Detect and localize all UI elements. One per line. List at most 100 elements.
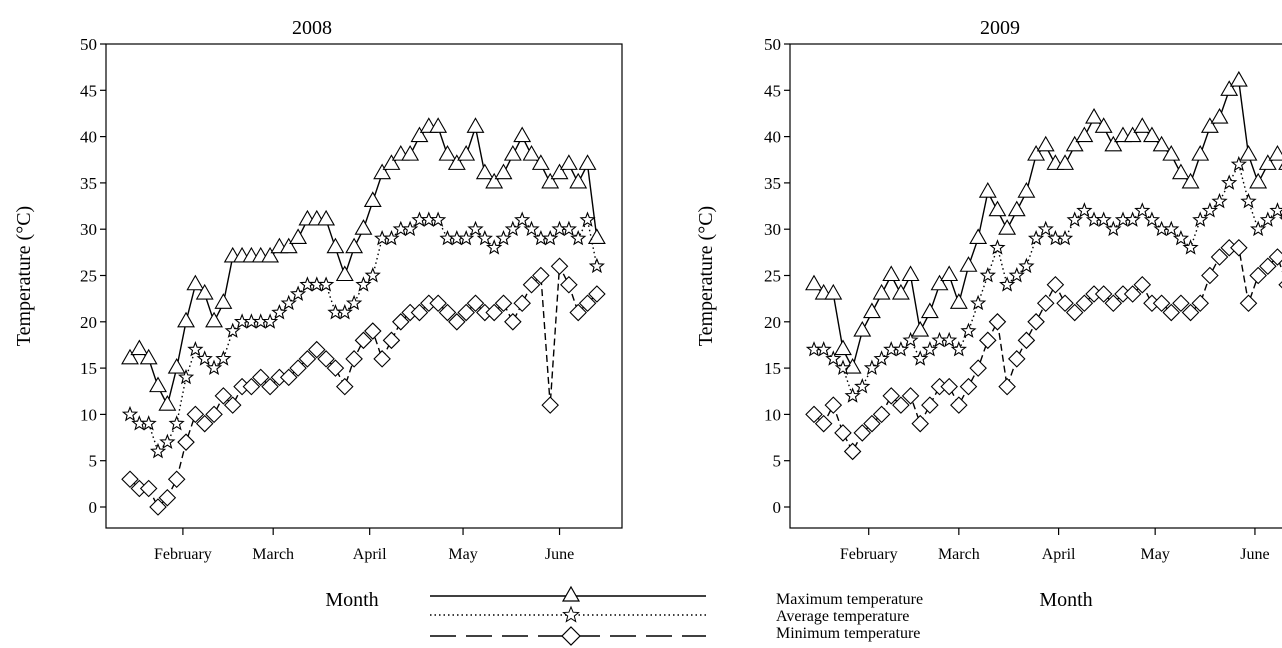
data-point-star — [1201, 202, 1218, 218]
data-point-triangle — [882, 265, 901, 282]
data-point-diamond — [1036, 294, 1055, 313]
data-point-triangle — [1181, 172, 1200, 189]
data-point-triangle — [485, 172, 504, 189]
data-point-triangle — [1220, 80, 1239, 96]
y-tick-label: 5 — [773, 452, 782, 471]
x-ticks: February March April May June — [840, 528, 1270, 563]
data-point-star — [999, 276, 1016, 292]
data-point-triangle — [1210, 107, 1229, 124]
data-point-triangle — [447, 154, 466, 170]
data-point-triangle — [940, 265, 959, 282]
data-point-star — [912, 350, 929, 366]
data-point-triangle — [158, 395, 177, 411]
data-point-star — [1182, 239, 1199, 255]
data-point-triangle — [167, 357, 186, 374]
data-point-diamond — [373, 350, 391, 368]
data-point-diamond — [1162, 303, 1181, 322]
plot-frame — [105, 43, 623, 529]
y-tick-label: 10 — [764, 405, 781, 424]
data-point-triangle — [1007, 200, 1026, 217]
data-point-triangle — [429, 117, 448, 133]
plot-frame — [789, 43, 1282, 529]
data-point-diamond — [872, 405, 891, 424]
data-point-star — [892, 341, 910, 357]
data-point-triangle — [503, 145, 522, 161]
data-point-diamond — [429, 294, 447, 313]
x-tick-label: March — [252, 546, 294, 563]
data-point-triangle — [531, 154, 550, 170]
data-point-diamond — [167, 470, 186, 488]
data-point-star — [168, 415, 185, 431]
data-point-triangle — [466, 117, 485, 133]
data-point-diamond — [205, 405, 223, 424]
data-point-diamond — [998, 377, 1016, 396]
data-point-triangle — [550, 163, 569, 180]
data-point-triangle — [177, 311, 195, 328]
data-point-star — [121, 405, 139, 422]
data-point-star — [430, 211, 447, 227]
data-point-triangle — [1094, 117, 1113, 133]
data-point-diamond — [824, 396, 843, 414]
data-point-diamond — [959, 377, 978, 396]
data-point-diamond — [1268, 248, 1282, 266]
y-tick-label: 30 — [80, 220, 97, 239]
data-point-diamond — [326, 359, 345, 377]
data-point-triangle — [1085, 107, 1103, 124]
y-tick-label: 45 — [764, 81, 781, 100]
data-point-diamond — [261, 377, 279, 396]
data-point-diamond — [354, 331, 373, 350]
y-axis-label: Temperature (°C) — [695, 206, 717, 346]
data-point-diamond — [242, 377, 261, 396]
data-point-diamond — [1201, 266, 1219, 285]
chart-title: 2009 — [980, 17, 1020, 39]
data-point-diamond — [214, 387, 233, 405]
x-ticks: February March April May June — [154, 528, 574, 563]
data-point-triangle — [410, 126, 429, 143]
data-point-triangle — [279, 237, 298, 254]
data-point-diamond — [1094, 285, 1113, 303]
data-point-triangle — [149, 376, 167, 393]
y-tick-label: 25 — [764, 267, 781, 286]
data-point-diamond — [532, 266, 550, 285]
legend-label-min: Minimum temperature — [776, 625, 920, 642]
data-point-diamond — [1152, 294, 1171, 313]
data-point-triangle — [195, 283, 214, 300]
data-point-diamond — [289, 359, 307, 377]
data-point-star — [345, 294, 363, 311]
data-point-triangle — [1036, 135, 1055, 152]
data-point-star — [187, 341, 204, 357]
x-tick-label: May — [448, 546, 477, 563]
data-point-star — [570, 230, 587, 246]
data-point-triangle — [1143, 126, 1161, 143]
data-point-diamond — [317, 350, 335, 368]
data-point-diamond — [1027, 313, 1045, 331]
x-axis-label: Month — [1039, 589, 1092, 611]
data-point-star — [495, 230, 512, 246]
data-point-triangle — [326, 237, 345, 254]
x-tick-label: February — [840, 546, 898, 563]
data-point-star — [486, 239, 503, 255]
y-tick-label: 40 — [80, 128, 97, 147]
data-point-star — [941, 331, 958, 348]
data-point-diamond — [186, 405, 205, 424]
data-point-diamond — [950, 396, 968, 414]
data-point-diamond — [438, 303, 457, 322]
x-tick-label: April — [353, 546, 387, 563]
data-point-triangle — [1104, 135, 1123, 152]
x-tick-label: May — [1141, 546, 1170, 563]
data-point-star — [149, 442, 167, 459]
data-point-triangle — [438, 145, 457, 161]
data-point-triangle — [205, 311, 223, 328]
data-point-star — [834, 359, 852, 376]
y-tick-label: 5 — [89, 452, 98, 471]
data-point-triangle — [121, 348, 139, 365]
data-point-diamond — [892, 396, 910, 414]
data-point-triangle — [186, 274, 205, 291]
data-point-star — [950, 341, 967, 357]
data-point-triangle — [559, 154, 578, 170]
data-point-diamond — [1239, 294, 1258, 313]
data-point-triangle — [354, 219, 373, 235]
x-tick-label: February — [154, 546, 212, 563]
data-point-star — [989, 239, 1006, 255]
data-point-triangle — [805, 274, 823, 291]
